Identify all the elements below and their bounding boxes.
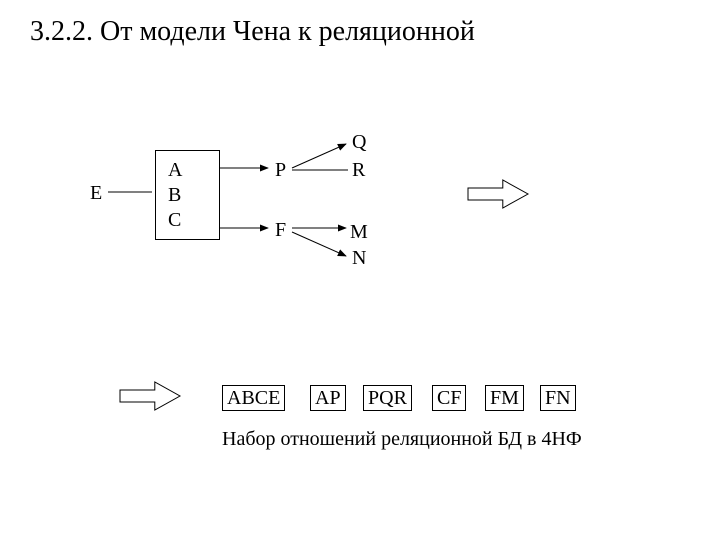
relation-box-fn: FN: [540, 385, 576, 411]
label-e: E: [90, 183, 102, 203]
label-b: B: [168, 185, 181, 205]
slide-stage: 3.2.2. От модели Чена к реляционной A B …: [0, 0, 720, 540]
connector-f_n: [292, 232, 346, 256]
connector-overlay: [0, 0, 720, 540]
block-arrow-bottom-icon: [120, 382, 180, 410]
relation-box-ap: AP: [310, 385, 346, 411]
block-arrow-right-icon: [468, 180, 528, 208]
label-p: P: [275, 160, 286, 180]
label-f: F: [275, 220, 286, 240]
slide-title: 3.2.2. От модели Чена к реляционной: [30, 16, 475, 48]
relation-box-fm: FM: [485, 385, 524, 411]
label-a: A: [168, 160, 182, 180]
label-r: R: [352, 160, 365, 180]
label-n: N: [352, 248, 366, 268]
connector-p_q: [292, 144, 346, 168]
abc-entity-box: [155, 150, 220, 240]
relation-box-cf: CF: [432, 385, 466, 411]
label-m: M: [350, 222, 368, 242]
relation-box-abce: ABCE: [222, 385, 285, 411]
label-q: Q: [352, 132, 366, 152]
caption-text: Набор отношений реляционной БД в 4НФ: [222, 428, 582, 451]
label-c: C: [168, 210, 181, 230]
relation-box-pqr: PQR: [363, 385, 412, 411]
